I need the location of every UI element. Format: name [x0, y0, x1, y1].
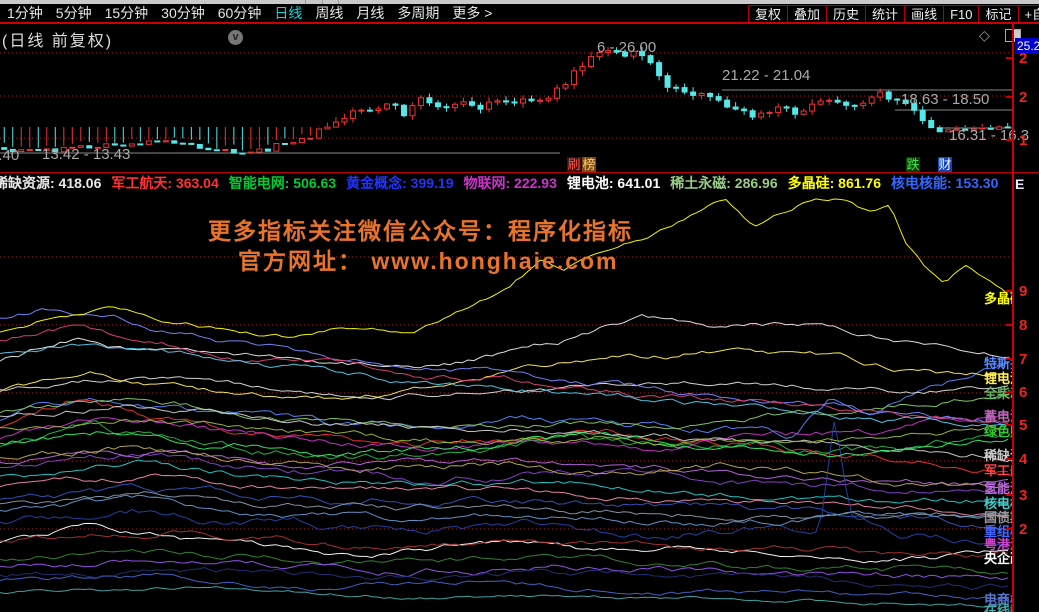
series-label-粤港澳: 粤港澳 [984, 537, 1012, 552]
tick-label: 2 [1019, 89, 1028, 106]
tick-mark [1006, 424, 1012, 426]
tick-label: 2 [1019, 50, 1028, 67]
menubar-divider [0, 22, 1039, 24]
watermark-line2: 官方网址： www.honghaie.com [238, 248, 619, 274]
tick-label: 9 [1019, 283, 1028, 300]
current-price-box: 25.2 [1015, 38, 1039, 54]
series-label-国债期: 国债期 [984, 510, 1012, 525]
menu-item-30[interactable]: 30分钟 [161, 5, 205, 21]
tick-label: 8 [1019, 317, 1028, 334]
tool-button-F10[interactable]: F10 [943, 5, 980, 24]
menu-item-[interactable]: 月线 [356, 5, 385, 21]
tick-label: 2 [1019, 521, 1028, 538]
menu-item-[interactable]: 周线 [315, 5, 344, 21]
candlestick-chart[interactable] [0, 40, 1014, 170]
period-menu: 1分钟 5分钟 15分钟 30分钟 60分钟 日线 周线 月线 多周期 更多 > [0, 3, 492, 23]
strip-divider [338, 0, 339, 4]
menu-item-15[interactable]: 15分钟 [104, 5, 149, 21]
series-label-蓄电池: 蓄电池 [984, 409, 1012, 424]
series-label-特斯拉: 特斯拉 [984, 356, 1012, 371]
ticker-item-物联网[interactable]: 物联网: 222.93 [463, 175, 557, 191]
tick-mark [1006, 391, 1012, 393]
gap-label: 13.42 - 13.43 [42, 146, 131, 163]
tick-mark [1006, 358, 1012, 360]
series-label-稀缺资: 稀缺资 [984, 448, 1012, 463]
series-label-锂电池: 锂电池 [984, 371, 1012, 386]
ticker-item-稀缺资源[interactable]: 稀缺资源: 418.06 [0, 175, 102, 191]
tick-mark [1006, 57, 1012, 59]
tick-mark [1006, 494, 1012, 496]
chevron-down-icon[interactable]: v [228, 30, 243, 45]
price-axis-line [1012, 23, 1014, 612]
tick-mark [1006, 528, 1012, 530]
tool-button-[interactable]: 复权 [748, 5, 789, 24]
gap-label: 21.22 - 21.04 [722, 67, 811, 84]
menu-item-[interactable]: 更多 > [452, 5, 493, 21]
gap-label: 2.40 [0, 147, 20, 164]
series-label-军工航: 军工航 [984, 463, 1012, 478]
series-label-绿色照: 绿色照 [984, 424, 1012, 439]
tag-财[interactable]: 财 [938, 157, 952, 172]
tick-label: 5 [1019, 417, 1028, 434]
strip-divider [322, 0, 323, 4]
tick-label: 4 [1019, 451, 1028, 468]
strip-divider [305, 0, 306, 4]
ticker-item-锂电池[interactable]: 锂电池: 641.01 [566, 175, 661, 191]
menu-item-[interactable]: 日线 [274, 5, 303, 21]
series-label-央企改: 央企改 [984, 551, 1012, 566]
watermark-line1: 更多指标关注微信公众号：程序化指标 [208, 218, 633, 244]
menu-item-5[interactable]: 5分钟 [55, 5, 92, 21]
menu-item-60[interactable]: 60分钟 [217, 5, 262, 21]
tick-mark [1006, 324, 1012, 326]
series-label-在线教: 在线教 [984, 603, 1012, 612]
series-label-电商概: 电商概 [984, 592, 1012, 607]
tick-label: 7 [1019, 351, 1028, 368]
ticker-item-智能电网[interactable]: 智能电网: 506.63 [228, 175, 337, 191]
tick-mark [1006, 458, 1012, 460]
ticker-item-军工航天[interactable]: 军工航天: 363.04 [111, 175, 219, 191]
ticker-item-稀土永磁[interactable]: 稀土永磁: 286.96 [670, 175, 778, 191]
series-label-多晶硅: 多晶硅 [984, 291, 1012, 306]
menu-item-[interactable]: 多周期 [397, 5, 440, 21]
tick-label: 3 [1019, 487, 1028, 504]
tool-button-[interactable]: +自选 [1017, 5, 1039, 24]
ticker-item-核电核能[interactable]: 核电核能: 153.30 [891, 175, 999, 191]
tool-button-[interactable]: 画线 [904, 5, 945, 24]
tag-榜[interactable]: 榜 [582, 157, 596, 172]
sector-ticker: 稀缺资源: 418.06 军工航天: 363.04 智能电网: 506.63 黄金概念… [0, 174, 1006, 192]
series-label-全柴动: 全柴动 [984, 386, 1012, 401]
series-name-labels: 多晶硅特斯拉锂电池全柴动蓄电池绿色照稀缺资军工航氢能源核电核国债期重组概粤港澳央… [0, 193, 1012, 612]
tool-button-[interactable]: 标记 [978, 5, 1019, 24]
gap-label: 16.31 - 16.3 [949, 127, 1030, 144]
tag-跌[interactable]: 跌 [906, 157, 920, 172]
tick-label: 6 [1019, 384, 1028, 401]
tick-mark [1006, 96, 1012, 98]
gap-label: 6 - 26.00 [597, 39, 657, 56]
tag-刷[interactable]: 刷 [567, 157, 581, 172]
sector-lines-chart[interactable] [0, 193, 1014, 612]
ticker-item-多晶硅[interactable]: 多晶硅: 861.76 [787, 175, 881, 191]
diamond-icon[interactable]: ◇ [979, 27, 990, 43]
gap-label: 18.63 - 18.50 [901, 91, 990, 108]
tick-mark [1006, 290, 1012, 292]
series-label-重组概: 重组概 [984, 524, 1012, 539]
series-label-核电核: 核电核 [984, 496, 1012, 511]
tick-mark [1006, 139, 1012, 141]
series-label-氢能源: 氢能源 [984, 481, 1012, 496]
menu-item-1[interactable]: 1分钟 [7, 5, 43, 21]
ticker-item-黄金概念[interactable]: 黄金概念: 399.19 [346, 175, 454, 191]
tick-label: 1 [1019, 132, 1028, 149]
ticker-trailing-char: E [1015, 176, 1025, 192]
period-menubar: 1分钟 5分钟 15分钟 30分钟 60分钟 日线 周线 月线 多周期 更多 > 复权 叠加 历史 统计… [0, 3, 1039, 24]
chart-mode-label: (日线 前复权) [2, 33, 114, 50]
pane-separator [0, 172, 1039, 173]
window-edge-strip [0, 0, 1039, 4]
